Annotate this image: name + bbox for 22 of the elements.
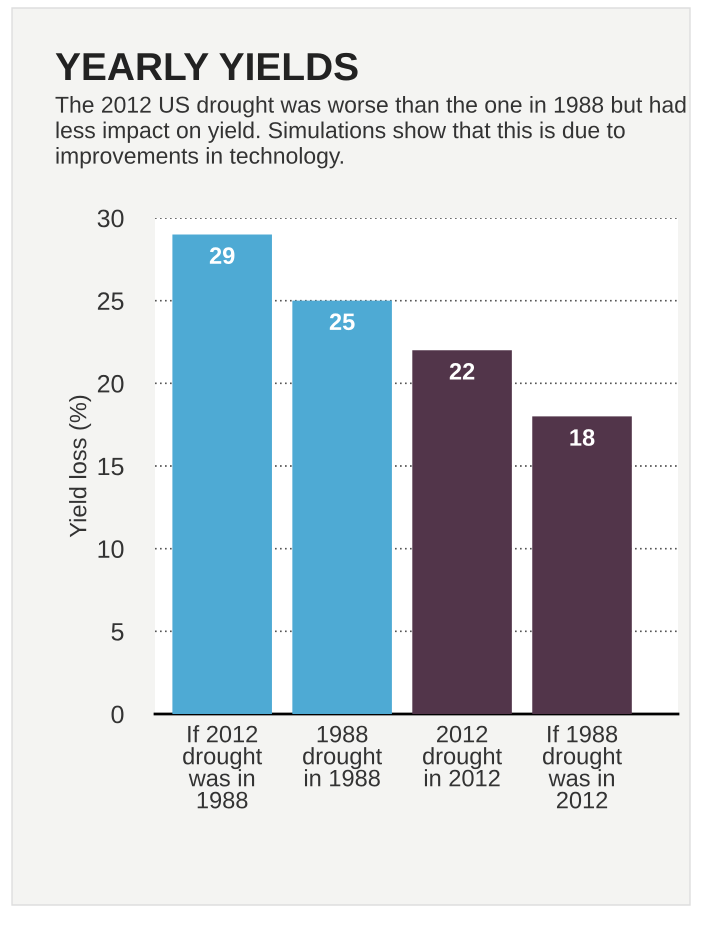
y-tick-label: 20 (98, 374, 124, 393)
y-tick-label: 5 (112, 623, 124, 641)
y-tick-label: 30 (98, 210, 124, 228)
bar (292, 300, 392, 714)
data-label: 18 (570, 429, 594, 446)
x-tick-label: 1988 drought in 1988 (303, 726, 382, 786)
bar (532, 416, 632, 714)
x-tick-label: If 1988 drought was in 2012 (542, 725, 622, 808)
data-label: 22 (450, 363, 474, 380)
chart-title: YEARLY YIELDS (56, 52, 358, 80)
bar (172, 234, 272, 714)
data-label: 29 (210, 247, 234, 264)
data-label: 25 (330, 313, 355, 330)
y-tick-label: 25 (98, 292, 124, 310)
y-axis-title: Yield loss (%) (69, 396, 92, 538)
y-tick-label: 15 (98, 458, 124, 476)
y-tick-label: 0 (112, 706, 124, 724)
x-tick-label: 2012 drought in 2012 (423, 726, 502, 786)
bar (412, 350, 512, 714)
chart-subtitle: The 2012 US drought was worse than the one in 1988 but had less impact on yield. Simulations show that this is due to improvements in technology. (56, 96, 686, 168)
x-tick-label: If 2012 drought was in 1988 (183, 725, 262, 808)
y-tick-label: 10 (98, 540, 124, 558)
